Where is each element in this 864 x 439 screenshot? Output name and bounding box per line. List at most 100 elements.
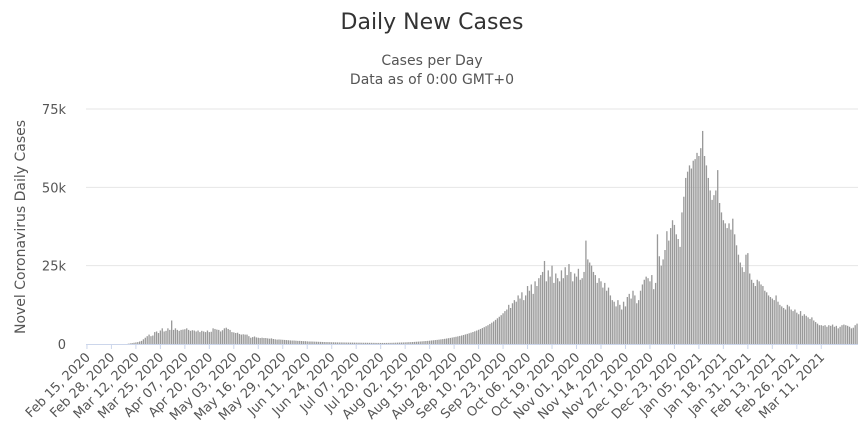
bar [223, 328, 226, 344]
bar [547, 270, 549, 344]
bar [331, 342, 333, 344]
bar [402, 342, 404, 344]
bar [363, 342, 365, 344]
bar [624, 306, 627, 344]
bar [688, 165, 691, 344]
bar [575, 276, 578, 344]
bar [715, 190, 717, 344]
bar [735, 245, 738, 344]
bar [180, 329, 182, 344]
bar [564, 267, 566, 344]
bar [649, 281, 651, 344]
bar [850, 328, 853, 344]
bar [722, 220, 725, 344]
bar [208, 332, 210, 344]
bar [662, 259, 664, 344]
bar [300, 341, 303, 344]
bar [459, 335, 461, 344]
bar [186, 328, 188, 344]
y-tick-label: 0 [58, 338, 66, 353]
bar [242, 334, 244, 344]
bar [820, 325, 822, 344]
bar [483, 327, 485, 344]
bar [455, 336, 457, 344]
bar [280, 339, 282, 344]
bar [854, 325, 856, 344]
bar [573, 273, 576, 344]
bar [218, 329, 220, 344]
bar [541, 271, 544, 344]
bar [756, 279, 758, 344]
bar [673, 224, 676, 344]
bar [705, 165, 708, 344]
bar [758, 281, 760, 344]
bar [750, 279, 753, 344]
bar [133, 342, 135, 344]
bar [583, 271, 585, 344]
bar [830, 325, 832, 344]
bar [681, 212, 683, 344]
bar [417, 341, 419, 344]
bar [477, 329, 480, 344]
bar [187, 329, 190, 344]
bar [182, 329, 184, 344]
bar [270, 338, 273, 344]
bar [472, 332, 474, 344]
bar [312, 341, 314, 344]
bar [229, 329, 231, 344]
bar [709, 190, 711, 344]
bar [538, 278, 540, 344]
bar [658, 256, 661, 344]
bar [734, 234, 736, 344]
bar [619, 304, 621, 344]
bar [199, 332, 201, 344]
bar [570, 271, 572, 344]
bar [737, 254, 740, 344]
bar [470, 332, 472, 344]
bar [494, 319, 497, 344]
bar [129, 343, 131, 344]
bar [351, 342, 354, 344]
bar [668, 240, 670, 344]
bar [747, 253, 749, 344]
bar [314, 341, 316, 344]
bar [449, 337, 452, 344]
bar [835, 325, 838, 344]
bar [428, 340, 431, 344]
bar [259, 338, 261, 344]
bar [845, 325, 847, 344]
bar [263, 338, 265, 344]
bar [376, 342, 378, 344]
bar [361, 342, 363, 344]
bar [366, 342, 369, 344]
bar [517, 295, 519, 344]
bar [457, 336, 459, 344]
bar [587, 259, 589, 344]
bar [219, 331, 222, 344]
bar [167, 328, 169, 344]
bar [611, 300, 613, 344]
bar [404, 342, 406, 344]
bar [278, 339, 280, 344]
bar [769, 297, 772, 344]
bar [447, 338, 450, 344]
bar [154, 332, 156, 344]
bar [528, 290, 531, 344]
bar [671, 220, 674, 344]
bar [342, 342, 344, 344]
bar [818, 325, 821, 344]
bar [364, 342, 367, 344]
bar [585, 240, 587, 344]
bar [645, 276, 647, 344]
bar [491, 322, 493, 344]
chart-subtitle-line-1: Cases per Day [381, 53, 483, 69]
bar [773, 300, 775, 344]
bar [521, 292, 523, 344]
bar [811, 317, 813, 344]
bar [809, 318, 811, 344]
bar [718, 203, 721, 344]
bar [613, 301, 615, 344]
bar [555, 273, 557, 344]
bar [566, 275, 568, 344]
